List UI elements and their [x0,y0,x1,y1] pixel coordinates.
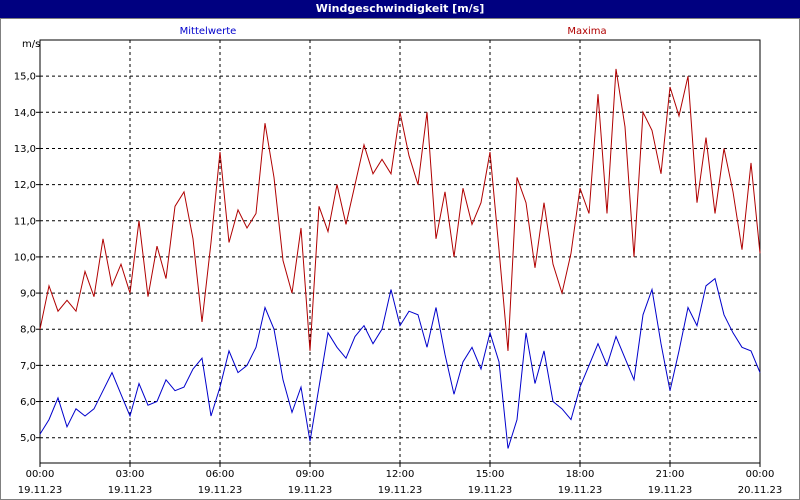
x-tick-time: 06:00 [206,469,235,480]
y-tick-label: 7,0 [20,361,36,372]
x-axis-ticks: 00:00 19.11.23 03:00 19.11.23 06:00 19.11.23 0… [18,463,783,496]
y-axis-ticks: 5,0 6,0 7,0 8,0 9,0 10,0 11,0 12,0 13,0 14,0 15,0 [14,72,40,444]
x-tick-time: 00:00 [746,469,775,480]
y-tick-label: 14,0 [14,108,36,119]
grid [40,40,760,463]
x-tick-date: 19.11.23 [378,485,423,496]
x-tick-date: 19.11.23 [198,485,243,496]
x-tick-time: 03:00 [116,469,145,480]
x-tick-date: 20.11.23 [738,485,783,496]
y-tick-label: 12,0 [14,180,36,191]
x-tick-time: 21:00 [656,469,685,480]
y-tick-label: 6,0 [20,397,36,408]
y-tick-label: 10,0 [14,252,36,263]
x-tick-date: 19.11.23 [288,485,333,496]
legend-mittelwerte: Mittelwerte [180,26,237,37]
series-line-mittelwerte [39,277,761,449]
x-tick-time: 09:00 [296,469,325,480]
y-tick-label: 8,0 [20,325,36,336]
y-tick-label: 15,0 [14,72,36,83]
x-tick-time: 00:00 [26,469,55,480]
window-title: Windgeschwindigkeit [m/s] [0,0,800,18]
y-tick-label: 11,0 [14,216,36,227]
x-tick-date: 19.11.23 [18,485,63,496]
x-tick-time: 12:00 [386,469,415,480]
x-tick-time: 18:00 [566,469,595,480]
x-tick-time: 15:00 [476,469,505,480]
legend-maxima: Maxima [567,26,606,37]
x-tick-date: 19.11.23 [468,485,513,496]
y-tick-label: 5,0 [20,433,36,444]
x-tick-date: 19.11.23 [648,485,693,496]
x-tick-date: 19.11.23 [108,485,153,496]
y-tick-label: 9,0 [20,289,36,300]
x-tick-date: 19.11.23 [558,485,603,496]
y-axis-label: m/s [22,39,40,50]
y-tick-label: 13,0 [14,144,36,155]
series-line-maxima [39,68,761,351]
series-lines [39,68,761,449]
